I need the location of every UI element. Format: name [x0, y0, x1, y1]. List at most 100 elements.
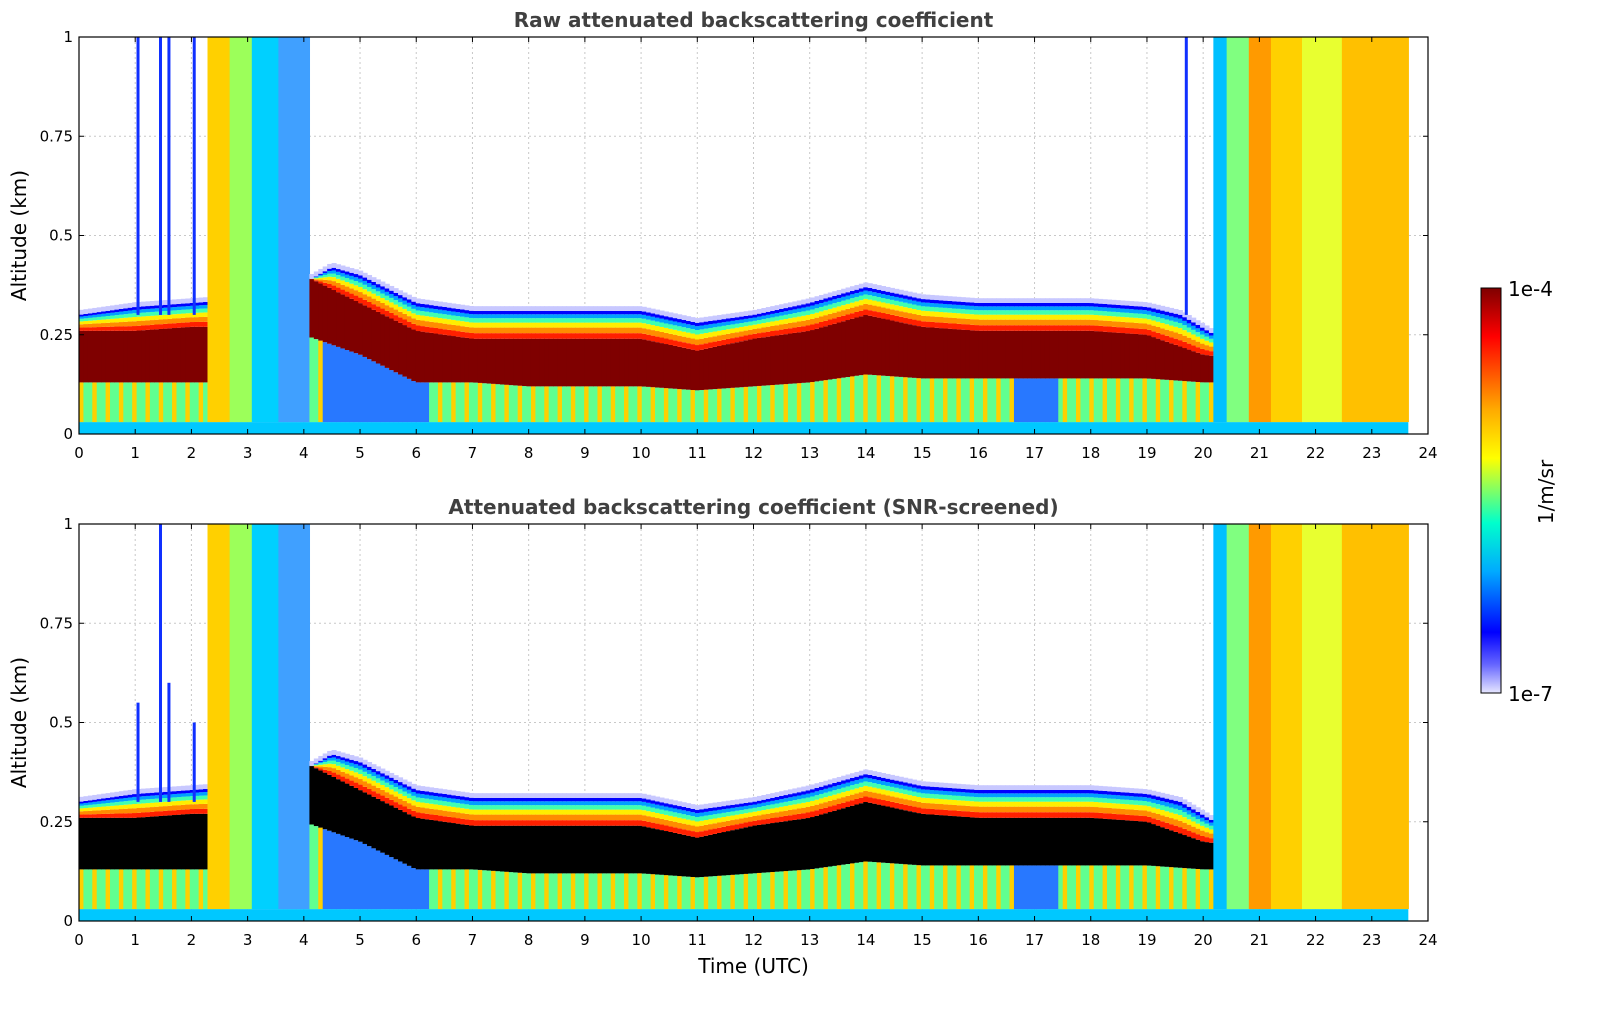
data-column — [358, 841, 364, 910]
data-column — [406, 299, 412, 303]
data-column — [916, 792, 922, 797]
data-column — [907, 299, 913, 304]
data-column — [646, 794, 652, 800]
data-column — [486, 814, 492, 821]
data-column — [690, 329, 696, 334]
data-column — [1036, 865, 1042, 910]
data-column — [593, 809, 599, 815]
data-column — [1151, 824, 1157, 866]
data-column — [167, 314, 173, 319]
data-column — [118, 382, 124, 423]
data-column — [805, 801, 811, 807]
data-column — [110, 382, 116, 423]
data-column — [1005, 817, 1011, 866]
data-column — [1111, 321, 1117, 327]
data-column — [468, 792, 474, 798]
data-column — [987, 330, 993, 379]
data-column — [384, 310, 390, 317]
data-column — [127, 313, 133, 318]
x-tick-label: 13 — [800, 931, 819, 949]
data-column — [832, 805, 838, 811]
data-column — [176, 814, 182, 870]
data-column — [105, 806, 111, 810]
data-column — [1177, 314, 1183, 319]
data-column — [650, 822, 656, 829]
data-column — [371, 285, 377, 290]
data-column — [885, 795, 891, 801]
data-column — [663, 806, 669, 811]
data-column — [991, 806, 997, 813]
data-column — [194, 808, 200, 814]
data-column — [863, 294, 869, 299]
data-column — [818, 294, 825, 300]
data-column — [389, 297, 395, 303]
data-column — [876, 772, 882, 777]
data-column — [1133, 796, 1139, 801]
data-column — [1111, 808, 1117, 814]
data-column — [686, 807, 692, 812]
data-column — [601, 314, 607, 319]
data-column — [353, 269, 359, 275]
data-column — [522, 809, 528, 815]
data-column — [774, 309, 780, 313]
data-column — [814, 308, 820, 313]
data-column — [863, 315, 869, 375]
data-column — [814, 296, 820, 301]
data-column — [406, 803, 412, 809]
data-column — [699, 329, 705, 334]
data-column — [1133, 313, 1139, 318]
data-column — [1182, 341, 1188, 349]
data-column — [87, 800, 93, 803]
data-column — [712, 876, 718, 910]
data-column — [1173, 867, 1179, 910]
data-column — [118, 809, 124, 814]
data-column — [553, 314, 559, 319]
data-column — [336, 292, 342, 347]
data-column — [1151, 865, 1157, 910]
data-column — [1040, 865, 1046, 910]
data-column — [584, 805, 590, 810]
data-column — [535, 805, 541, 810]
data-column — [677, 876, 683, 910]
data-column — [1169, 812, 1175, 819]
data-column — [898, 311, 904, 317]
data-column — [1195, 819, 1201, 824]
data-column — [508, 872, 514, 910]
data-column — [579, 805, 585, 810]
data-column — [934, 790, 940, 795]
data-column — [561, 797, 568, 802]
data-column — [584, 310, 590, 315]
data-column — [189, 809, 195, 814]
data-column — [708, 347, 714, 390]
data-column — [907, 786, 913, 791]
data-column — [1018, 298, 1024, 303]
data-column — [978, 378, 984, 423]
data-column — [548, 801, 554, 806]
data-column — [1009, 310, 1015, 315]
data-column — [969, 305, 975, 310]
data-column — [309, 824, 315, 910]
data-column — [1098, 331, 1104, 379]
data-column — [340, 767, 346, 772]
data-column — [1191, 812, 1197, 817]
data-column — [739, 828, 745, 875]
data-column — [1027, 789, 1033, 794]
data-column — [1058, 806, 1064, 813]
data-column — [1155, 317, 1161, 322]
data-column — [282, 524, 288, 910]
data-column — [402, 300, 408, 305]
data-column — [885, 319, 891, 376]
data-column — [340, 270, 346, 274]
data-column — [185, 313, 191, 318]
data-column — [499, 820, 505, 826]
data-column — [110, 792, 116, 798]
data-column — [362, 843, 368, 910]
data-column — [189, 322, 195, 327]
data-column — [548, 805, 554, 810]
data-column — [1195, 332, 1201, 337]
data-column — [951, 308, 957, 313]
data-column — [588, 318, 594, 323]
data-column — [499, 327, 505, 334]
data-column — [1160, 323, 1166, 329]
data-column — [951, 799, 957, 805]
